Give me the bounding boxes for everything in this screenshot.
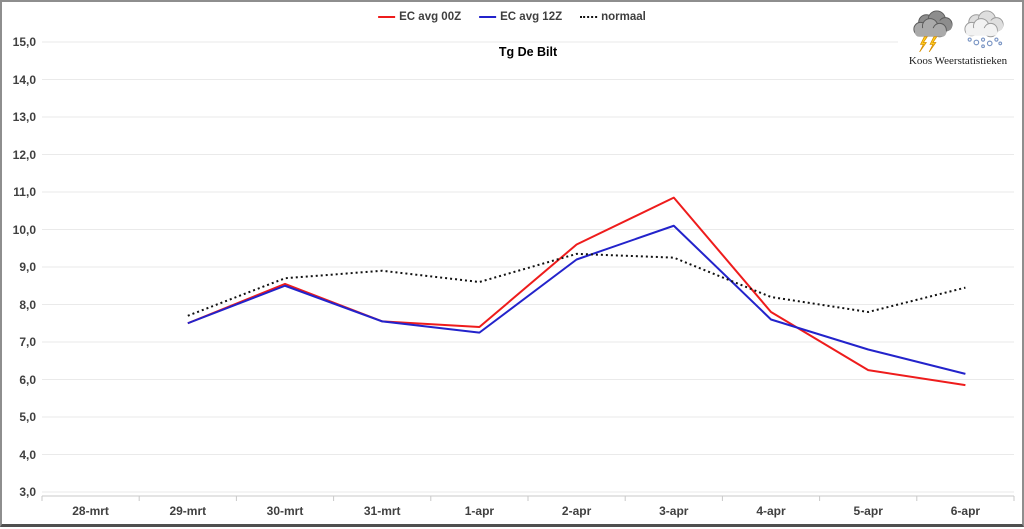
y-axis-tick-label: 6,0 xyxy=(19,372,36,387)
x-axis-tick-label: 5-apr xyxy=(853,504,883,518)
y-axis-tick-label: 12,0 xyxy=(12,147,36,162)
x-axis-tick-label: 30-mrt xyxy=(266,504,304,518)
chart-title: Tg De Bilt xyxy=(498,45,558,59)
y-axis-tick-label: 13,0 xyxy=(12,110,36,124)
y-axis-tick-label: 5,0 xyxy=(19,410,36,424)
legend-label: EC avg 12Z xyxy=(500,11,563,23)
x-axis-tick-label: 1-apr xyxy=(464,504,495,518)
branding-logo: Koos Weerstatistieken xyxy=(898,6,1018,71)
legend-item-ec-avg-12z: EC avg 12Z xyxy=(479,11,562,23)
y-axis-tick-label: 15,0 xyxy=(12,35,36,49)
series-line-ec-avg-12z xyxy=(187,224,966,375)
x-axis-tick-label: 2-apr xyxy=(561,504,592,518)
y-axis-tick-label: 7,0 xyxy=(19,335,36,349)
series-line-ec-avg-00z xyxy=(187,196,966,387)
x-axis-tick-label: 31-mrt xyxy=(363,504,401,518)
storm-cloud-lightning-icon xyxy=(913,10,953,52)
legend-label: normaal xyxy=(601,11,646,23)
series-line-normaal xyxy=(187,252,966,317)
legend-item-ec-avg-00z: EC avg 00Z xyxy=(378,11,461,23)
legend-item-normaal: normaal xyxy=(580,11,646,23)
legend-line-sample-red xyxy=(378,16,396,18)
y-axis-tick-label: 3,0 xyxy=(19,485,36,499)
weather-icons xyxy=(898,10,1018,52)
x-axis-tick-label: 6-apr xyxy=(950,504,981,518)
x-axis-tick-label: 29-mrt xyxy=(169,504,207,518)
x-axis-tick-label: 28-mrt xyxy=(72,504,109,518)
legend-line-sample-dotted xyxy=(580,16,598,18)
y-axis-tick-label: 10,0 xyxy=(12,222,36,237)
y-axis-tick-label: 11,0 xyxy=(13,185,36,199)
branding-name: Koos Weerstatistieken xyxy=(908,55,1008,67)
y-axis-tick-label: 8,0 xyxy=(19,297,36,312)
legend-label: EC avg 00Z xyxy=(399,11,462,23)
y-axis-tick-label: 4,0 xyxy=(19,447,36,462)
legend-line-sample-blue xyxy=(479,16,497,18)
x-axis-tick-label: 4-apr xyxy=(756,504,786,518)
snow-cloud-icon xyxy=(964,10,1004,49)
y-axis-tick-label: 9,0 xyxy=(19,260,36,274)
y-axis-tick-label: 14,0 xyxy=(12,72,36,87)
chart-legend: EC avg 00Z EC avg 12Z normaal xyxy=(374,11,650,23)
x-axis-tick-label: 3-apr xyxy=(659,504,689,518)
